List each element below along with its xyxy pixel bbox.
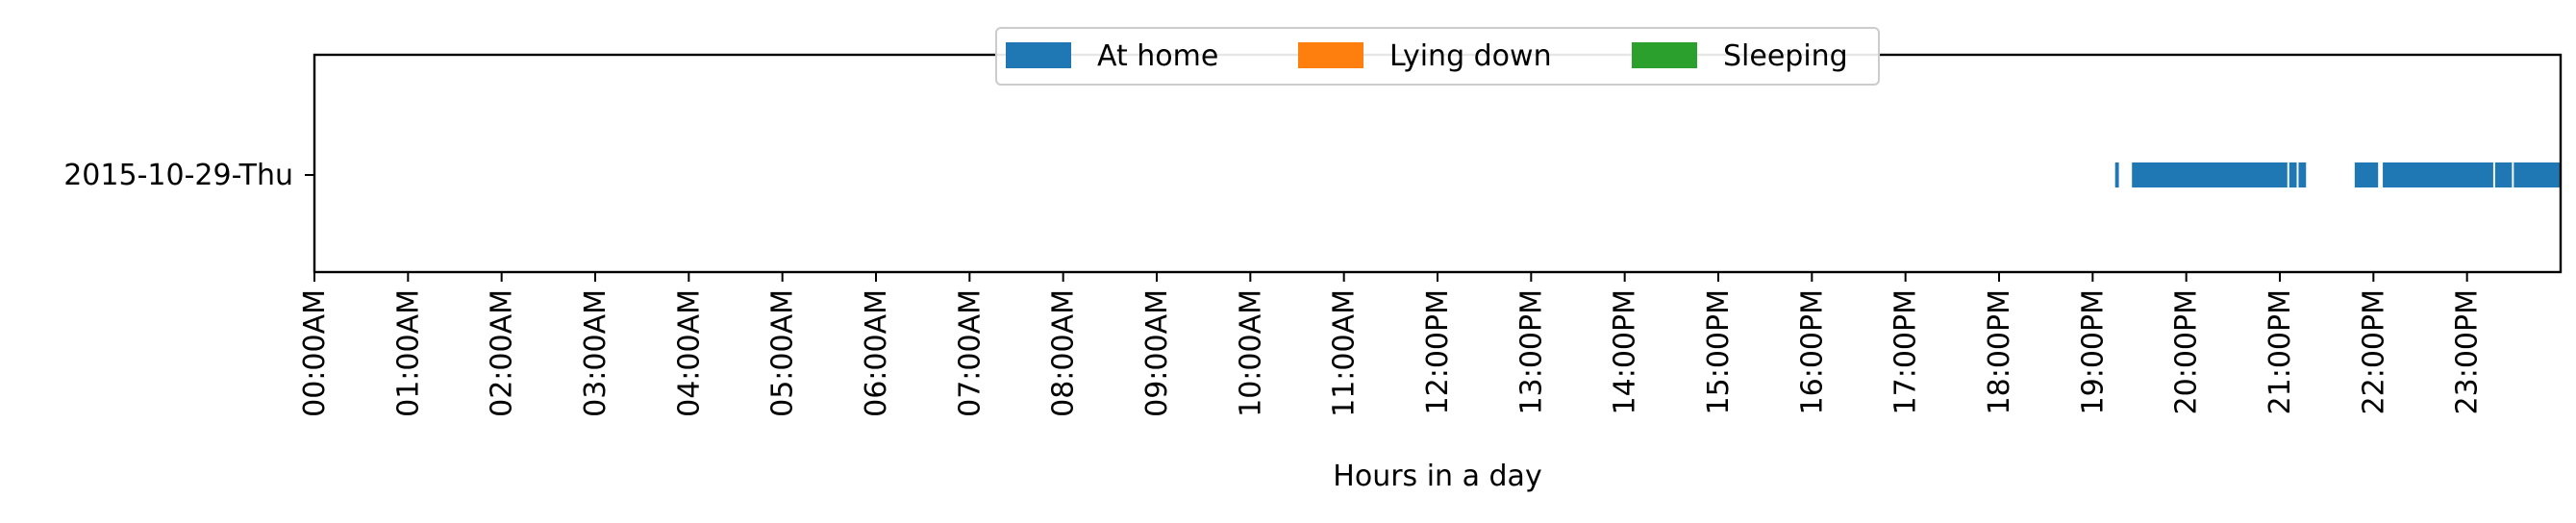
x-tick-label: 18:00PM bbox=[1983, 289, 2016, 414]
x-tick-label: 06:00AM bbox=[860, 289, 893, 417]
x-tick-label: 12:00PM bbox=[1421, 289, 1455, 414]
x-tick-label: 00:00AM bbox=[298, 289, 332, 417]
y-tick-label: 2015-10-29-Thu bbox=[63, 159, 293, 192]
x-tick-label: 02:00AM bbox=[486, 289, 519, 417]
x-tick-label: 03:00AM bbox=[579, 289, 613, 417]
bars-layer bbox=[2114, 162, 2561, 187]
x-tick-label: 09:00AM bbox=[1140, 289, 1174, 417]
x-tick-label: 14:00PM bbox=[1609, 289, 1642, 414]
legend-label: At home bbox=[1097, 39, 1218, 73]
bar-segment bbox=[2513, 162, 2561, 187]
x-tick-label: 15:00PM bbox=[1702, 289, 1736, 414]
bar-segment bbox=[2132, 162, 2288, 187]
x-tick-label: 07:00AM bbox=[953, 289, 987, 417]
x-tick-label: 19:00PM bbox=[2076, 289, 2110, 414]
x-tick-label: 17:00PM bbox=[1889, 289, 1923, 414]
bar-segment bbox=[2354, 162, 2379, 187]
x-axis: 00:00AM 01:00AM 02:00AM 03:00AM 04:00AM 05:00… bbox=[298, 272, 2485, 417]
legend-swatch bbox=[1298, 42, 1363, 68]
x-tick-label: 20:00PM bbox=[2170, 289, 2204, 414]
x-tick-label: 22:00PM bbox=[2357, 289, 2390, 414]
legend-label: Lying down bbox=[1389, 39, 1552, 73]
bar-segment bbox=[2383, 162, 2493, 187]
bar-segment bbox=[2494, 162, 2513, 187]
legend-swatch bbox=[1006, 42, 1071, 68]
x-tick-label: 11:00AM bbox=[1328, 289, 1362, 417]
legend-box bbox=[995, 27, 1880, 86]
x-axis-label: Hours in a day bbox=[1333, 460, 1541, 493]
bar-segment bbox=[2288, 162, 2297, 187]
legend-label: Sleeping bbox=[1723, 39, 1848, 73]
legend-swatch bbox=[1632, 42, 1697, 68]
x-tick-label: 01:00AM bbox=[391, 289, 425, 417]
x-tick-label: 23:00PM bbox=[2451, 289, 2485, 414]
x-tick-label: 10:00AM bbox=[1234, 289, 1267, 417]
legend: At home Lying down Sleeping bbox=[995, 27, 1880, 86]
x-tick-label: 08:00AM bbox=[1047, 289, 1081, 417]
x-tick-label: 16:00PM bbox=[1795, 289, 1829, 414]
bar-segment bbox=[2114, 162, 2119, 187]
bar-segment bbox=[2298, 162, 2307, 187]
x-tick-label: 21:00PM bbox=[2263, 289, 2297, 414]
x-tick-label: 05:00AM bbox=[766, 289, 800, 417]
x-tick-label: 04:00AM bbox=[672, 289, 706, 417]
y-axis: 2015-10-29-Thu bbox=[63, 159, 314, 192]
x-tick-label: 13:00PM bbox=[1514, 289, 1548, 414]
